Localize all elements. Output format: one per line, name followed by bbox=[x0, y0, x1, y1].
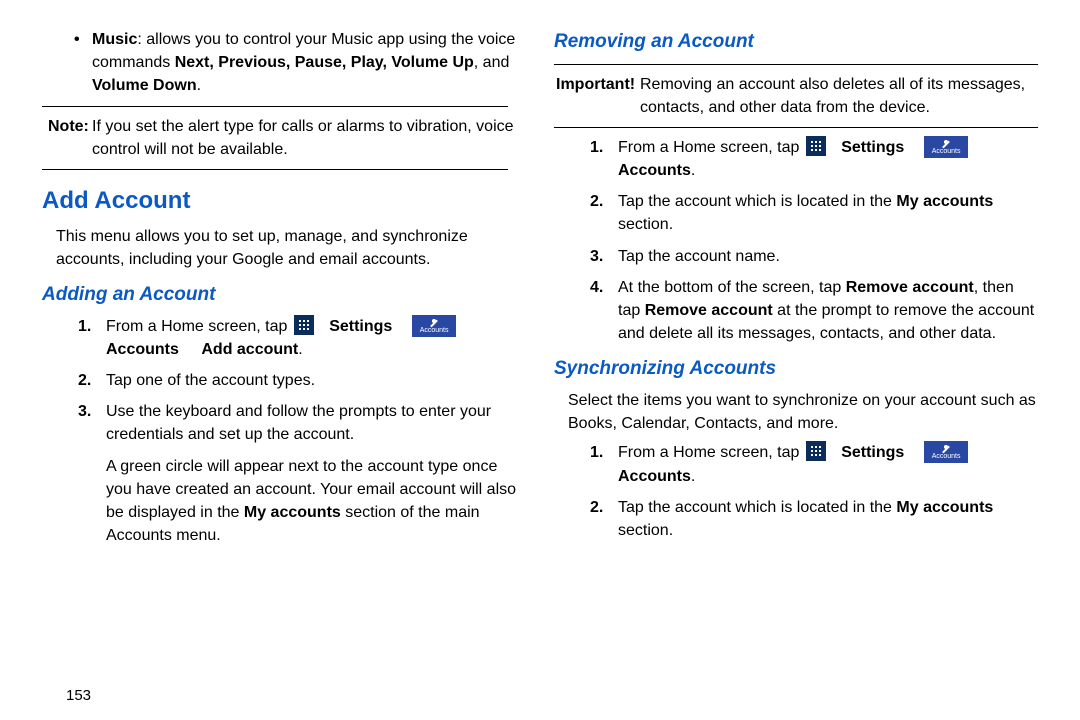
my-accounts-bold: My accounts bbox=[896, 193, 993, 210]
remove-account-bold: Remove account bbox=[846, 279, 974, 296]
step-3-extra: A green circle will appear next to the a… bbox=[106, 455, 526, 548]
add-account-label: Add account bbox=[201, 341, 298, 358]
add-account-intro: This menu allows you to set up, manage, … bbox=[42, 225, 526, 271]
r-step1-pre: From a Home screen, tap bbox=[618, 139, 804, 156]
settings-label: Settings bbox=[329, 318, 392, 335]
divider bbox=[42, 106, 508, 107]
step-1: 1. From a Home screen, tap Settings Acco… bbox=[42, 315, 526, 361]
accounts-label: Accounts bbox=[618, 162, 691, 179]
important-label: Important! bbox=[554, 73, 640, 119]
step-text: Tap one of the account types. bbox=[106, 369, 526, 392]
heading-removing-account: Removing an Account bbox=[554, 28, 1038, 56]
music-label: Music bbox=[92, 31, 137, 48]
step-number: 3. bbox=[78, 400, 106, 446]
step-text: Tap the account which is located in the … bbox=[618, 496, 1038, 542]
apps-grid-icon bbox=[806, 441, 826, 461]
page-number: 153 bbox=[66, 687, 91, 704]
music-voldown: Volume Down bbox=[92, 77, 197, 94]
accounts-icon: Accounts bbox=[924, 441, 968, 463]
s-step-1: 1. From a Home screen, tap Settings Acco… bbox=[554, 441, 1038, 487]
left-column: • Music: allows you to control your Musi… bbox=[42, 28, 540, 700]
note-text: If you set the alert type for calls or a… bbox=[92, 115, 526, 161]
step-2: 2. Tap one of the account types. bbox=[42, 369, 526, 392]
r-step2-b: section. bbox=[618, 216, 673, 233]
accounts-label: Accounts bbox=[106, 341, 179, 358]
accounts-icon: Accounts bbox=[412, 315, 456, 337]
accounts-icon: Accounts bbox=[924, 136, 968, 158]
heading-add-account: Add Account bbox=[42, 184, 526, 219]
music-period: . bbox=[197, 77, 201, 94]
music-bullet-row: • Music: allows you to control your Musi… bbox=[42, 28, 526, 98]
step-text: Tap the account name. bbox=[618, 245, 1038, 268]
r-step-2: 2. Tap the account which is located in t… bbox=[554, 190, 1038, 236]
note-label: Note: bbox=[48, 115, 92, 161]
music-and: , and bbox=[474, 54, 510, 71]
accounts-label: Accounts bbox=[618, 468, 691, 485]
my-accounts-bold: My accounts bbox=[244, 504, 341, 521]
important-text: Removing an account also deletes all of … bbox=[640, 73, 1038, 119]
settings-label: Settings bbox=[841, 139, 904, 156]
step-number: 4. bbox=[590, 276, 618, 346]
step-number: 1. bbox=[590, 136, 618, 182]
r-step-1: 1. From a Home screen, tap Settings Acco… bbox=[554, 136, 1038, 182]
step1-pre: From a Home screen, tap bbox=[106, 318, 292, 335]
remove-account-bold2: Remove account bbox=[645, 302, 773, 319]
adding-steps: 1. From a Home screen, tap Settings Acco… bbox=[42, 315, 526, 548]
sync-steps: 1. From a Home screen, tap Settings Acco… bbox=[554, 441, 1038, 542]
step-text: At the bottom of the screen, tap Remove … bbox=[618, 276, 1038, 346]
step-text: Tap the account which is located in the … bbox=[618, 190, 1038, 236]
r-step-3: 3. Tap the account name. bbox=[554, 245, 1038, 268]
important-row: Important! Removing an account also dele… bbox=[554, 73, 1038, 119]
removing-steps: 1. From a Home screen, tap Settings Acco… bbox=[554, 136, 1038, 346]
step-text: Use the keyboard and follow the prompts … bbox=[106, 400, 526, 446]
r-step-4: 4. At the bottom of the screen, tap Remo… bbox=[554, 276, 1038, 346]
bullet-dot: • bbox=[74, 28, 92, 98]
heading-sync-accounts: Synchronizing Accounts bbox=[554, 355, 1038, 383]
step-text: From a Home screen, tap Settings Account… bbox=[618, 441, 1038, 487]
sync-intro: Select the items you want to synchronize… bbox=[554, 389, 1038, 435]
divider bbox=[42, 169, 508, 170]
step-text: From a Home screen, tap Settings Account… bbox=[618, 136, 1038, 182]
divider bbox=[554, 64, 1038, 65]
apps-grid-icon bbox=[806, 136, 826, 156]
step-text: From a Home screen, tap Settings Account… bbox=[106, 315, 526, 361]
step-number: 1. bbox=[590, 441, 618, 487]
s1-pre: From a Home screen, tap bbox=[618, 444, 804, 461]
s2a: Tap the account which is located in the bbox=[618, 499, 896, 516]
heading-adding-account: Adding an Account bbox=[42, 281, 526, 309]
step-number: 3. bbox=[590, 245, 618, 268]
music-bullet-text: Music: allows you to control your Music … bbox=[92, 28, 526, 98]
settings-label: Settings bbox=[841, 444, 904, 461]
my-accounts-bold: My accounts bbox=[896, 499, 993, 516]
step-3: 3. Use the keyboard and follow the promp… bbox=[42, 400, 526, 446]
step-number: 2. bbox=[590, 496, 618, 542]
r-step2-a: Tap the account which is located in the bbox=[618, 193, 896, 210]
apps-grid-icon bbox=[294, 315, 314, 335]
step-number: 2. bbox=[590, 190, 618, 236]
s-step-2: 2. Tap the account which is located in t… bbox=[554, 496, 1038, 542]
r4a: At the bottom of the screen, tap bbox=[618, 279, 846, 296]
step-number: 1. bbox=[78, 315, 106, 361]
document-page: • Music: allows you to control your Musi… bbox=[0, 0, 1080, 720]
note-row: Note: If you set the alert type for call… bbox=[42, 115, 526, 161]
s2b: section. bbox=[618, 522, 673, 539]
right-column: Removing an Account Important! Removing … bbox=[540, 28, 1038, 700]
divider bbox=[554, 127, 1038, 128]
music-cmds: Next, Previous, Pause, Play, Volume Up bbox=[175, 54, 474, 71]
step-number: 2. bbox=[78, 369, 106, 392]
